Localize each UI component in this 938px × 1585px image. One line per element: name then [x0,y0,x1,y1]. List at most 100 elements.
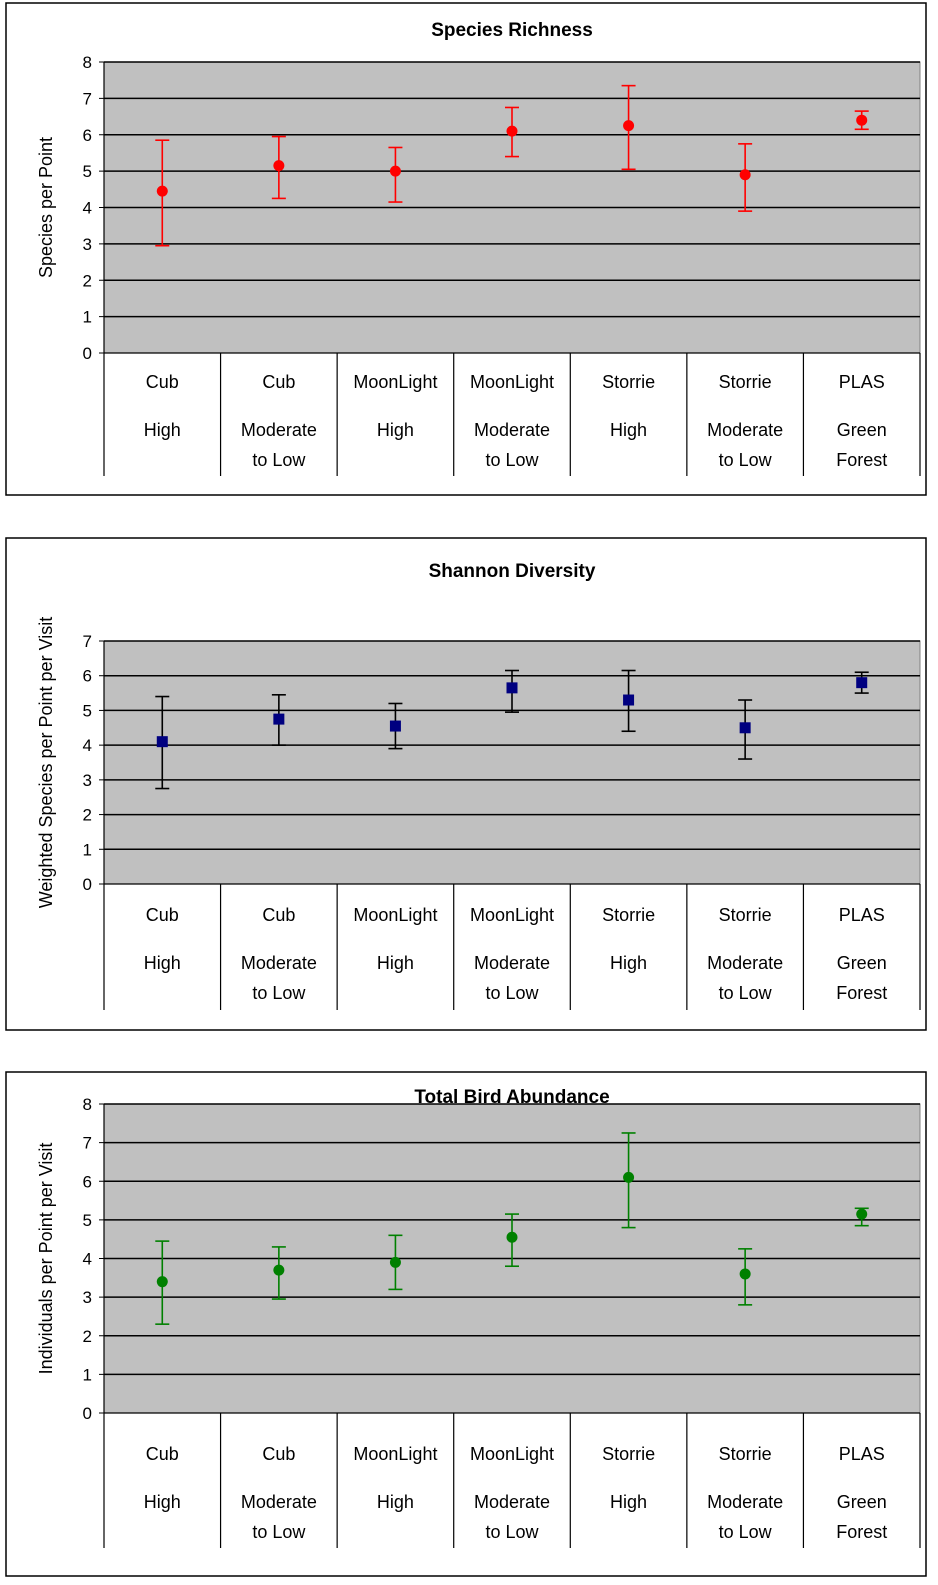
x-category-label: Storrie [719,1444,772,1464]
chart-panel-species-richness: 0 1 2 3 4 5 6 7 8 Cub High Cub Moderate to Low MoonLig… [0,0,938,500]
x-category-label: MoonLight [353,905,437,925]
y-tick-label: 7 [83,1134,92,1153]
y-tick-label: 3 [83,771,92,790]
y-tick-label: 4 [83,736,92,755]
chart-title: Shannon Diversity [429,561,596,582]
x-category-label: Moderate [707,420,783,440]
x-category-label: High [610,953,647,973]
x-category-label: PLAS [839,1444,885,1464]
data-point-species-richness [739,169,751,181]
x-category-label: Moderate [474,1492,550,1512]
data-point-shannon-diversity [506,682,518,694]
data-point-total-bird-abundance [739,1268,751,1280]
x-category-label: to Low [252,450,306,470]
y-tick-label: 8 [83,53,92,72]
x-category-label: Cub [262,372,295,392]
y-tick-label: 3 [83,235,92,254]
x-category-label: Cub [146,1444,179,1464]
x-category-label: to Low [719,983,773,1003]
data-point-shannon-diversity [623,694,635,706]
x-category-label: Storrie [602,905,655,925]
x-category-label: MoonLight [470,905,554,925]
x-category-label: High [144,420,181,440]
x-category-label: PLAS [839,905,885,925]
chart-panel-total-bird-abundance: 0 1 2 3 4 5 6 7 8 Cub High Cub Moderate to Low MoonLig… [0,1068,938,1580]
y-tick-label: 0 [83,875,92,894]
y-tick-label: 2 [83,806,92,825]
x-category-label: Moderate [474,420,550,440]
data-point-total-bird-abundance [389,1256,401,1268]
y-tick-label: 8 [83,1095,92,1114]
x-category-label: Moderate [474,953,550,973]
chart-svg-shannon-diversity: 0 1 2 3 4 5 6 7 Cub High Cub Moderate to Low MoonLigh… [5,537,927,1031]
y-tick-label: 3 [83,1288,92,1307]
x-category-label: Storrie [602,372,655,392]
y-tick-label: 1 [83,1365,92,1384]
data-point-total-bird-abundance [623,1171,635,1183]
y-axis-label: Individuals per Point per Visit [36,1143,56,1375]
data-point-species-richness [156,185,168,197]
x-category-label: Forest [836,1522,887,1542]
x-category-label: High [377,953,414,973]
data-point-total-bird-abundance [273,1264,285,1276]
x-category-label: High [610,1492,647,1512]
data-point-species-richness [389,165,401,177]
y-tick-label: 6 [83,126,92,145]
y-tick-label: 1 [83,840,92,859]
x-category-label: Moderate [241,953,317,973]
y-tick-label: 4 [83,199,92,218]
x-category-label: Green [837,420,887,440]
data-point-species-richness [273,160,285,172]
x-category-label: Green [837,953,887,973]
x-category-label: Storrie [602,1444,655,1464]
y-tick-label: 5 [83,1211,92,1230]
x-category-label: High [144,953,181,973]
data-point-shannon-diversity [856,677,868,689]
chart-title: Total Bird Abundance [414,1087,609,1108]
x-category-label: PLAS [839,372,885,392]
x-category-label: Moderate [707,953,783,973]
y-axis-label: Weighted Species per Point per Visit [36,617,56,909]
x-category-label: Cub [262,1444,295,1464]
chart-panel-shannon-diversity: 0 1 2 3 4 5 6 7 Cub High Cub Moderate to Low MoonLigh… [0,534,938,1034]
x-category-label: MoonLight [470,372,554,392]
data-point-total-bird-abundance [506,1231,518,1243]
x-category-label: High [377,420,414,440]
x-category-label: Cub [146,372,179,392]
y-tick-label: 7 [83,89,92,108]
y-tick-label: 5 [83,162,92,181]
y-tick-label: 0 [83,344,92,363]
y-tick-label: 0 [83,1404,92,1423]
x-category-label: to Low [485,450,539,470]
x-category-label: Cub [146,905,179,925]
data-point-shannon-diversity [156,736,168,748]
x-category-label: MoonLight [353,1444,437,1464]
x-category-label: High [377,1492,414,1512]
y-tick-label: 4 [83,1250,92,1269]
x-category-label: MoonLight [353,372,437,392]
chart-svg-total-bird-abundance: 0 1 2 3 4 5 6 7 8 Cub High Cub Moderate to Low MoonLig… [5,1071,927,1577]
y-tick-label: 2 [83,271,92,290]
data-point-shannon-diversity [389,720,401,732]
y-tick-label: 1 [83,308,92,327]
x-category-label: to Low [485,1522,539,1542]
x-category-label: to Low [252,983,306,1003]
chart-title: Species Richness [431,20,593,41]
x-category-label: to Low [719,1522,773,1542]
y-axis-label: Species per Point [36,137,56,278]
x-category-label: Green [837,1492,887,1512]
x-category-label: Forest [836,983,887,1003]
y-tick-label: 5 [83,701,92,720]
x-category-label: High [144,1492,181,1512]
data-point-shannon-diversity [273,713,285,725]
x-category-label: Storrie [719,905,772,925]
data-point-shannon-diversity [739,722,751,734]
x-category-label: to Low [252,1522,306,1542]
y-tick-label: 6 [83,667,92,686]
x-category-label: Storrie [719,372,772,392]
x-category-label: Cub [262,905,295,925]
x-category-label: Moderate [707,1492,783,1512]
x-category-label: to Low [719,450,773,470]
data-point-total-bird-abundance [156,1276,168,1288]
x-category-label: MoonLight [470,1444,554,1464]
